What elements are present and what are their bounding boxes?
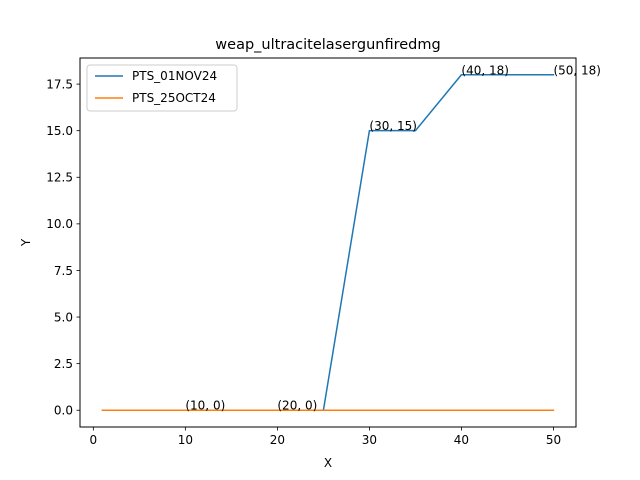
y-tick-label: 10.0 xyxy=(46,217,73,231)
x-tick-label: 30 xyxy=(362,433,377,447)
legend: PTS_01NOV24 PTS_25OCT24 xyxy=(86,64,238,112)
data-annotation: (50, 18) xyxy=(553,63,601,77)
data-annotation: (20, 0) xyxy=(277,399,317,413)
x-tick-label: 20 xyxy=(270,433,285,447)
axes-frame xyxy=(79,57,577,428)
y-tick-label: 15.0 xyxy=(46,124,73,138)
x-axis-label: X xyxy=(324,456,332,470)
y-tick-label: 17.5 xyxy=(46,77,73,91)
plot-area: (10, 0) (20, 0) (30, 15) (40, 18) (50, 18) xyxy=(101,63,601,413)
x-tick-label: 40 xyxy=(454,433,469,447)
data-annotation: (30, 15) xyxy=(369,119,417,133)
data-annotation: (10, 0) xyxy=(185,399,225,413)
y-tick-label: 7.5 xyxy=(54,264,73,278)
chart-title: weap_ultracitelasergunfiredmg xyxy=(215,37,440,53)
x-tick-label: 50 xyxy=(546,433,561,447)
y-tick-label: 12.5 xyxy=(46,171,73,185)
y-tick-label: 0.0 xyxy=(54,404,73,418)
data-annotation: (40, 18) xyxy=(461,63,509,77)
x-tick-label: 0 xyxy=(90,433,98,447)
legend-label-pts-25oct24: PTS_25OCT24 xyxy=(132,91,216,105)
y-tick-label: 2.5 xyxy=(54,357,73,371)
axis-ticks: 0 10 20 30 40 50 0.0 2.5 5.0 7.5 10.0 12.5 15.0 17.5 xyxy=(46,77,561,447)
legend-box xyxy=(86,64,238,112)
y-tick-label: 5.0 xyxy=(54,310,73,324)
y-axis-label: Y xyxy=(19,238,33,247)
legend-label-pts-01nov24: PTS_01NOV24 xyxy=(132,69,217,83)
x-tick-label: 10 xyxy=(178,433,193,447)
